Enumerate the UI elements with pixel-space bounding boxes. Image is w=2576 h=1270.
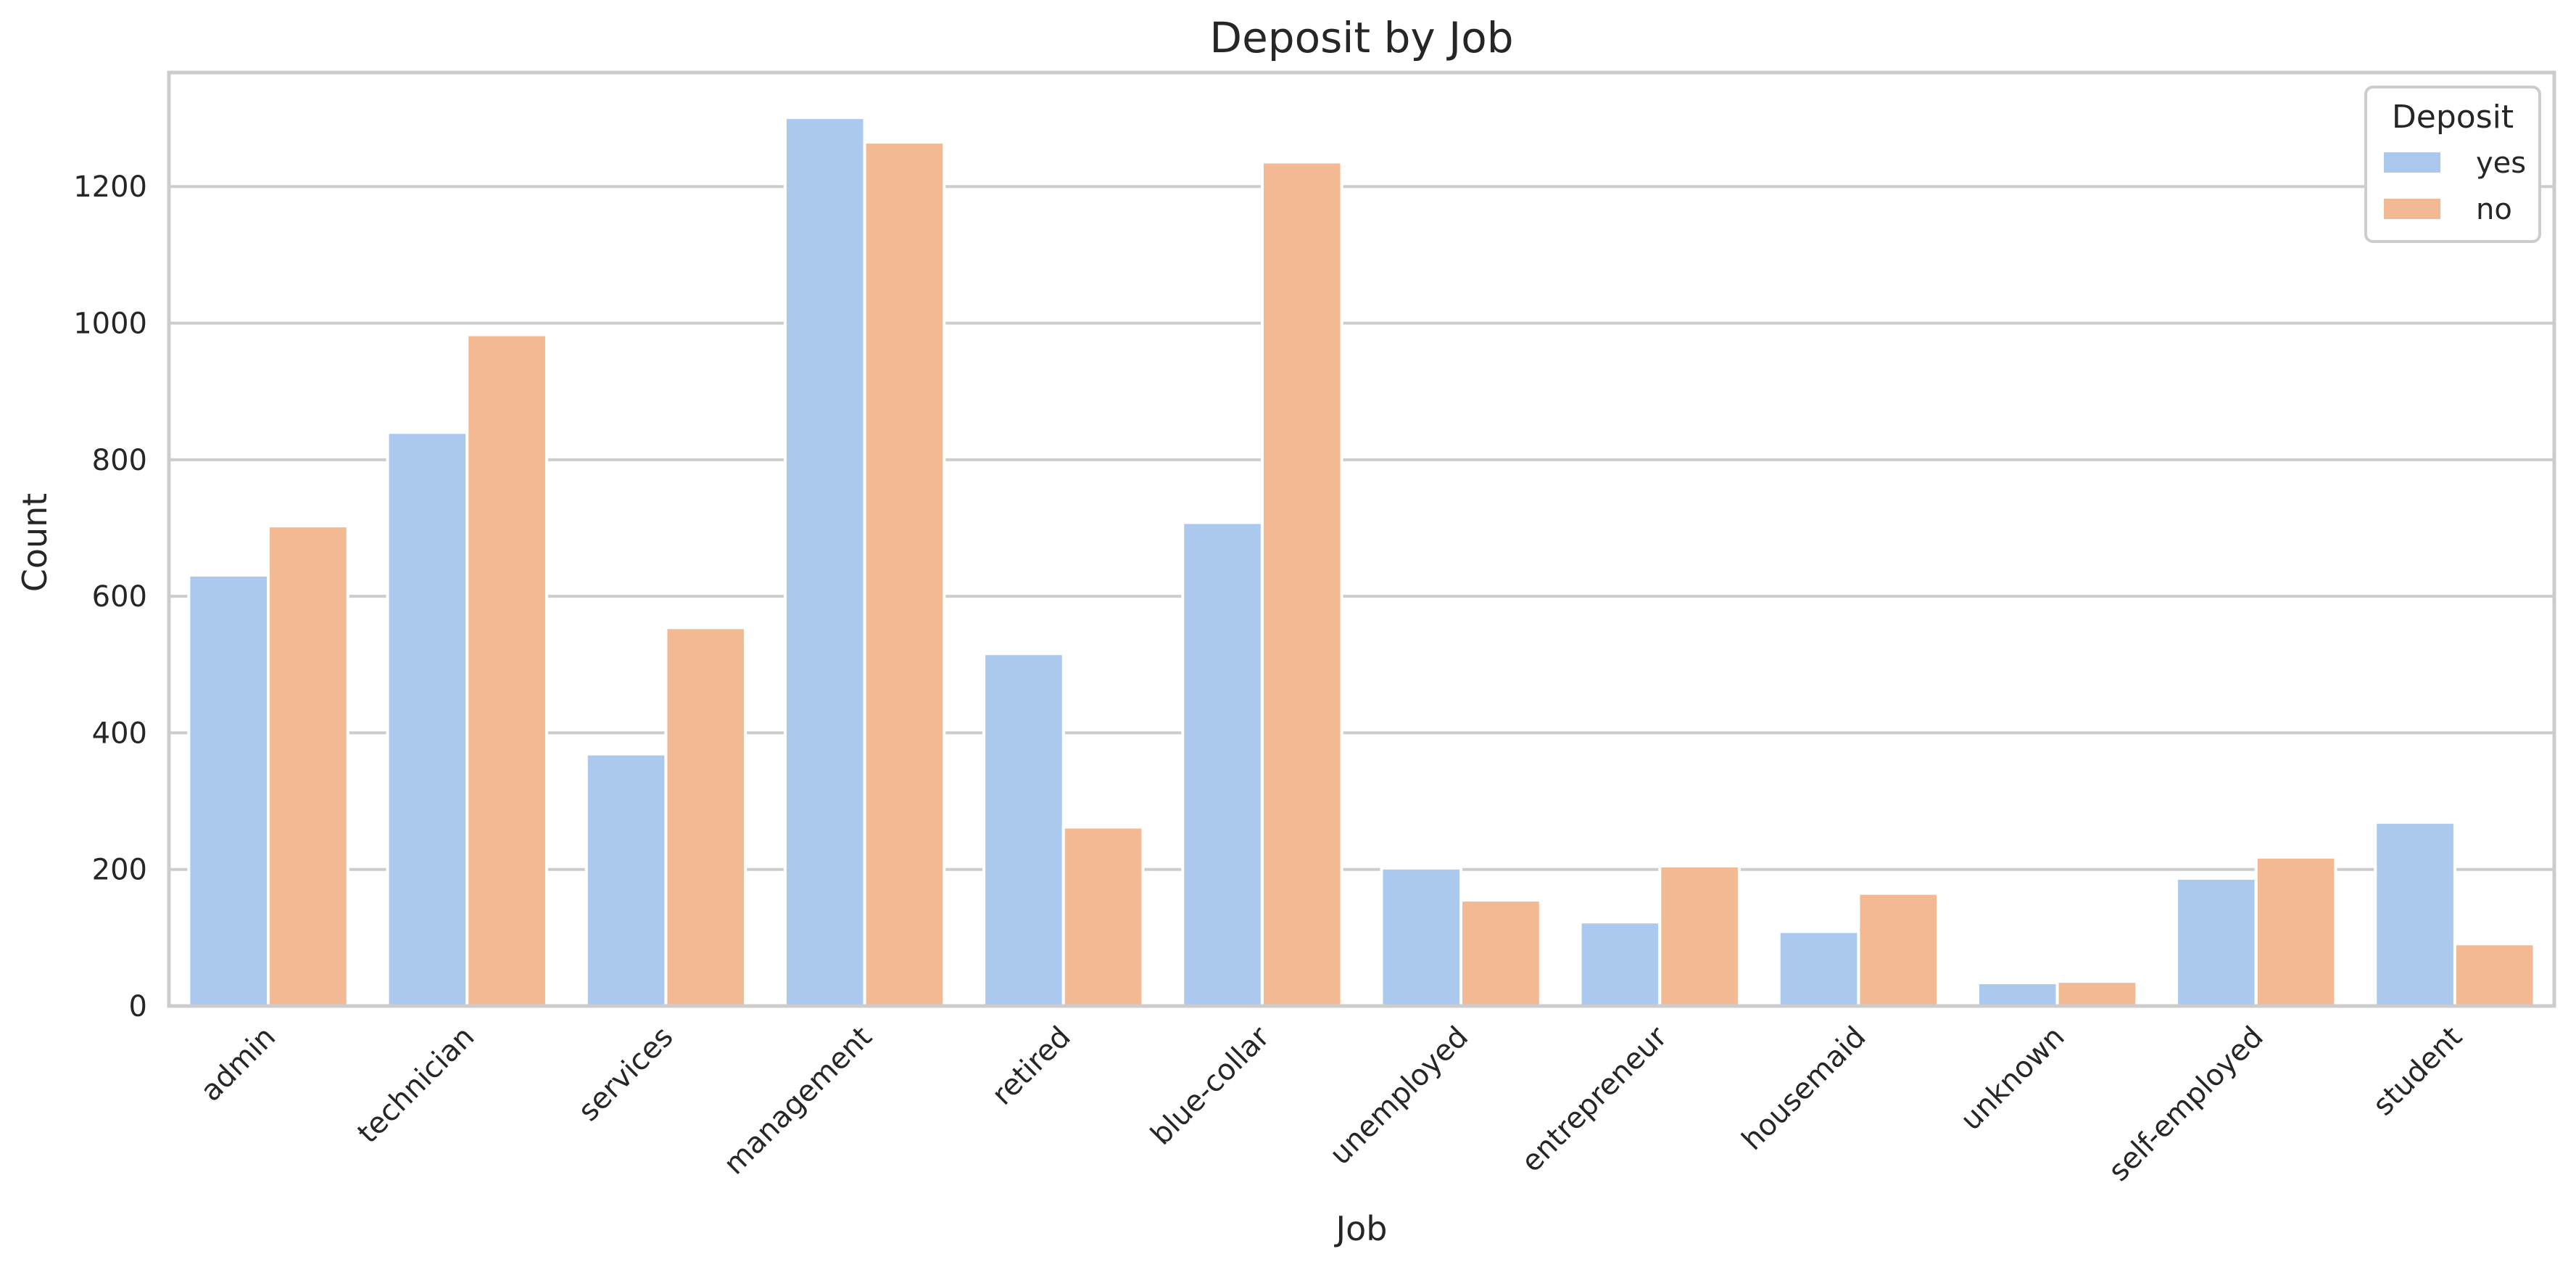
x-tick-label: management [718, 1020, 879, 1182]
bar-services-no [664, 626, 747, 1007]
bar-entrepreneur-no [1658, 864, 1741, 1007]
bar-admin-no [267, 524, 349, 1007]
x-tick-label: blue-collar [1145, 1020, 1277, 1152]
x-tick-label: technician [351, 1020, 481, 1150]
y-tick-label: 1000 [73, 308, 147, 341]
bar-student-yes [2374, 820, 2456, 1008]
bar-self-employed-no [2254, 855, 2337, 1007]
chart-title: Deposit by Job [1209, 13, 1513, 62]
x-tick-labels: admin technician services management retired… [194, 1020, 2469, 1188]
legend-swatch-yes [2384, 152, 2440, 173]
bar-student-no [2453, 942, 2536, 1008]
x-tick-label: services [572, 1020, 680, 1129]
bar-technician-no [465, 333, 548, 1008]
y-axis-label: Count [15, 493, 54, 593]
y-tick-label: 800 [92, 444, 147, 477]
y-tick-label: 600 [92, 580, 147, 614]
bar-management-yes [783, 116, 866, 1007]
legend-label-no: no [2476, 193, 2512, 226]
bar-blue-collar-no [1260, 160, 1343, 1007]
bar-unemployed-no [1459, 899, 1542, 1007]
bar-self-employed-yes [2175, 876, 2258, 1008]
bar-admin-yes [187, 573, 270, 1007]
bar-unknown-yes [1976, 981, 2059, 1007]
x-tick-label: student [2366, 1020, 2469, 1123]
y-tick-label: 0 [129, 990, 147, 1023]
x-tick-label: admin [194, 1020, 282, 1108]
bar-services-yes [584, 752, 668, 1007]
x-tick-label: unemployed [1324, 1020, 1475, 1172]
x-tick-label: retired [986, 1020, 1077, 1112]
legend-swatch-no [2384, 199, 2440, 219]
bar-unknown-no [2055, 980, 2139, 1008]
bar-housemaid-no [1857, 891, 1940, 1007]
x-axis-label: Job [1334, 1209, 1388, 1248]
y-tick-labels: 0 200 400 600 800 1000 1200 [73, 170, 147, 1023]
bar-management-no [863, 141, 946, 1007]
y-tick-label: 1200 [73, 170, 147, 204]
bar-technician-yes [386, 431, 469, 1007]
plot-frame [167, 70, 2556, 1008]
legend-label-yes: yes [2476, 147, 2526, 180]
x-tick-label: housemaid [1736, 1020, 1873, 1158]
legend-title: Deposit [2392, 99, 2514, 136]
y-tick-label: 200 [92, 854, 147, 887]
bar-entrepreneur-yes [1578, 920, 1662, 1007]
bar-retired-no [1061, 825, 1145, 1008]
bar-housemaid-yes [1777, 930, 1860, 1007]
bar-retired-yes [982, 652, 1065, 1007]
x-tick-label: self-employed [2103, 1020, 2270, 1188]
gridlines [169, 185, 2554, 871]
x-tick-label: unknown [1955, 1020, 2071, 1137]
x-tick-label: entrepreneur [1515, 1020, 1674, 1179]
bar-unemployed-yes [1380, 866, 1463, 1008]
legend: Deposit yes no [2364, 86, 2541, 243]
y-tick-label: 400 [92, 717, 147, 750]
bar-blue-collar-yes [1181, 521, 1264, 1007]
bars [187, 116, 2536, 1008]
